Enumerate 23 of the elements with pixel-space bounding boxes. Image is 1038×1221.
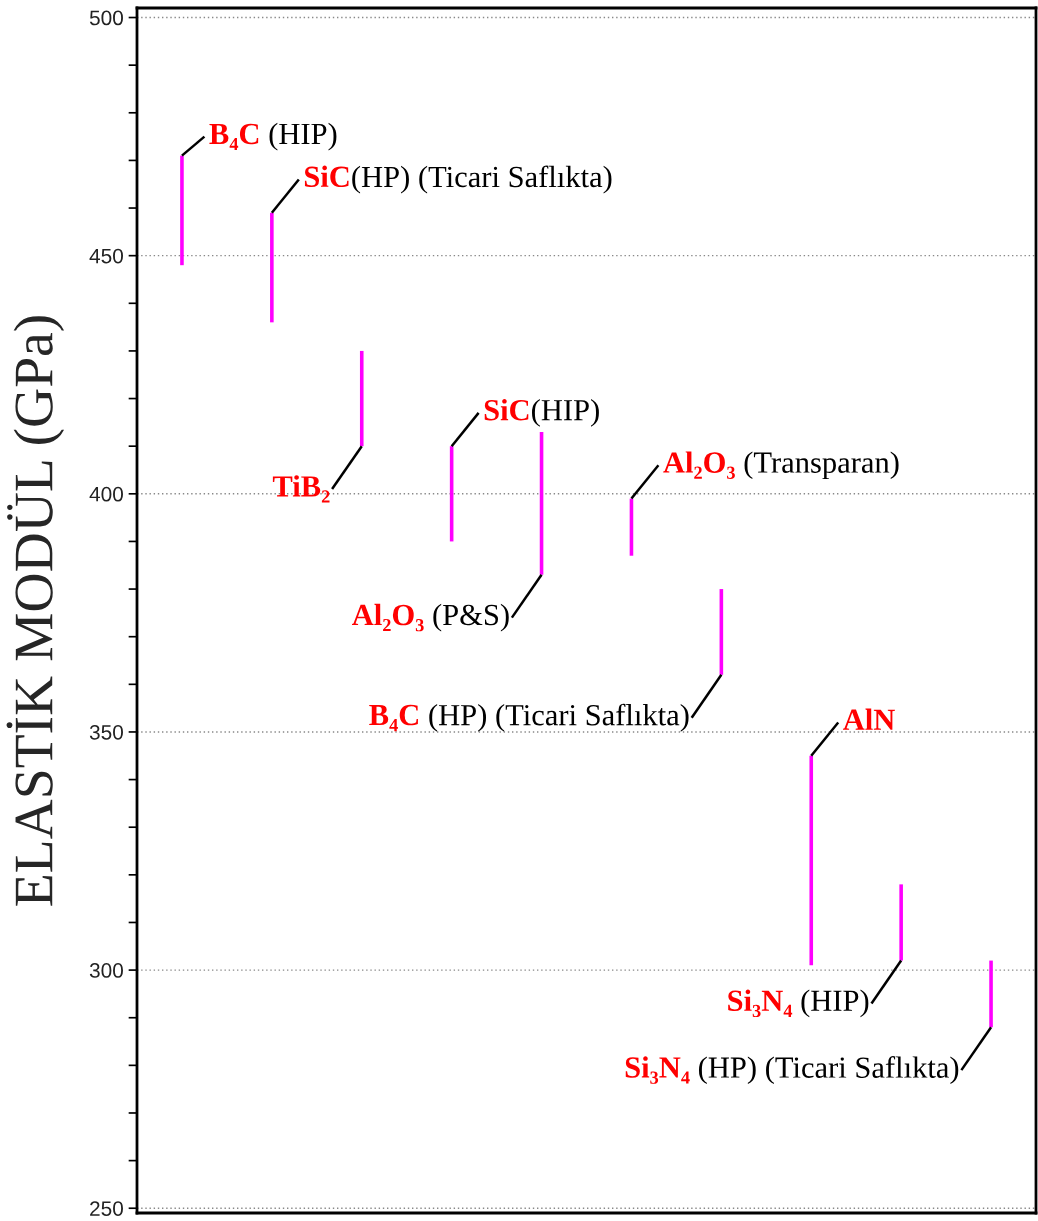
annotation: Si₃N₄ (HP) (Ticari Saflıkta): [625, 1056, 959, 1085]
annotation: TiB₂: [272, 475, 330, 503]
y-tick-label: 350: [89, 724, 123, 740]
y-tick-label: 300: [89, 963, 123, 978]
annotation: SiC(HIP): [484, 398, 599, 427]
bar: [809, 755, 814, 966]
y-tick-label: 250: [90, 1201, 123, 1216]
bar: [270, 212, 274, 323]
annotation: Si₃N₄ (HIP): [728, 989, 869, 1018]
y-axis-title: ELASTİK MODÜL (GPa): [6, 316, 65, 906]
annotation: Al₂O₃ (Transparan): [663, 451, 899, 480]
bar: [899, 884, 903, 961]
bar: [989, 960, 993, 1028]
annotation: B₄C (HIP): [209, 122, 337, 151]
annotation: Al₂O₃ (P&S): [352, 603, 509, 632]
y-tick-label: 400: [89, 486, 123, 502]
y-tick-label: 500: [89, 10, 123, 26]
annotation: AlN: [843, 708, 895, 730]
annotation: B₄C (HP) (Ticari Saflıkta): [369, 703, 689, 732]
y-tick-label: 450: [89, 248, 123, 264]
bar: [359, 350, 364, 447]
annotation: SiC(HP) (Ticari Saflıkta): [304, 165, 612, 194]
bar: [180, 155, 184, 266]
